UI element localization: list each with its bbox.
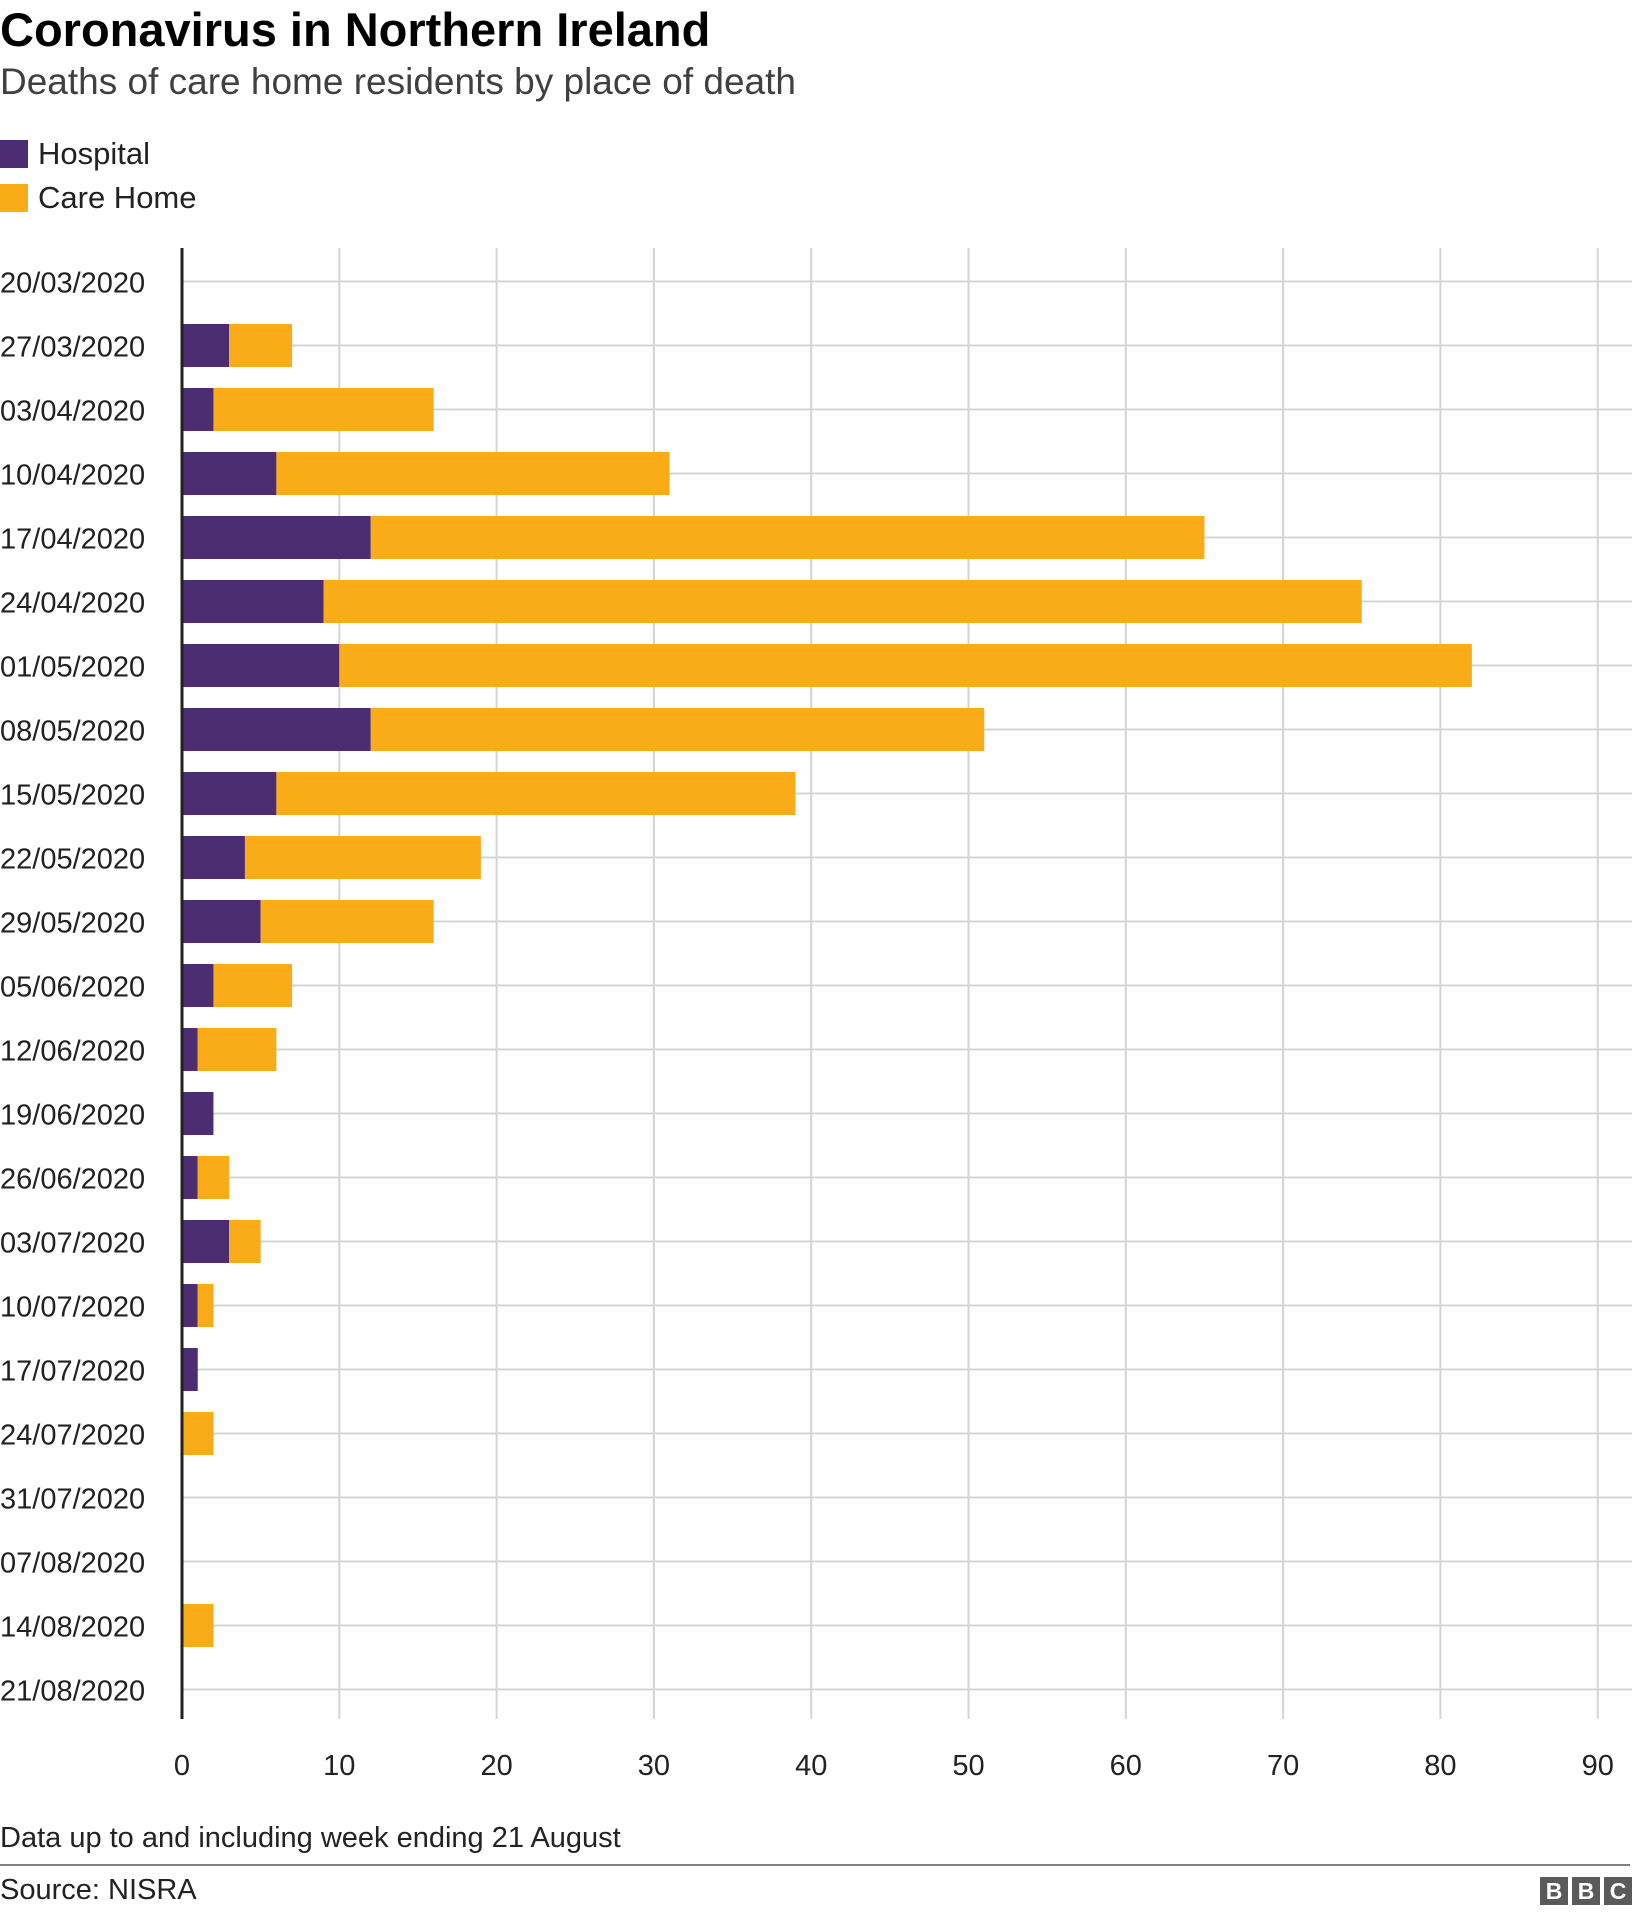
bar-hospital [182, 644, 340, 687]
y-tick-label: 08/05/2020 [0, 716, 145, 748]
x-tick-label: 90 [1582, 1750, 1614, 1782]
chart-source: Source: NISRA [0, 1874, 197, 1906]
x-tick-label: 10 [323, 1750, 355, 1782]
x-tick-label: 60 [1110, 1750, 1142, 1782]
bar-care-home [182, 1412, 214, 1455]
bbc-logo-letter: B [1540, 1877, 1568, 1905]
bar-hospital [182, 1092, 214, 1135]
bar-care-home [276, 772, 796, 815]
legend-label-care-home: Care Home [38, 180, 197, 215]
bar-care-home [197, 1028, 277, 1071]
x-tick-label: 50 [952, 1750, 984, 1782]
bbc-logo: B B C [1540, 1877, 1632, 1905]
bar-hospital [182, 772, 277, 815]
legend-label-hospital: Hospital [38, 136, 150, 171]
bar-care-home [182, 1604, 214, 1647]
y-tick-label: 17/04/2020 [0, 524, 145, 556]
y-tick-label: 12/06/2020 [0, 1036, 145, 1068]
y-tick-label: 14/08/2020 [0, 1612, 145, 1644]
x-tick-label: 80 [1424, 1750, 1456, 1782]
x-tick-label: 40 [795, 1750, 827, 1782]
x-tick-label: 0 [174, 1750, 190, 1782]
y-tick-label: 05/06/2020 [0, 972, 145, 1004]
y-tick-label: 20/03/2020 [0, 268, 145, 300]
bar-chart: 20/03/2020 27/03/2020 03/04/2020 10/04/2020… [0, 248, 1632, 1782]
y-tick-label: 31/07/2020 [0, 1484, 145, 1516]
x-tick-label: 70 [1267, 1750, 1299, 1782]
y-tick-label: 26/06/2020 [0, 1164, 145, 1196]
bar-care-home [339, 644, 1472, 687]
bar-hospital [182, 964, 214, 1007]
source-divider [0, 1864, 1630, 1866]
y-tick-label: 07/08/2020 [0, 1548, 145, 1580]
y-tick-label: 03/07/2020 [0, 1228, 145, 1260]
y-tick-label: 15/05/2020 [0, 780, 145, 812]
bar-hospital [182, 1220, 230, 1263]
y-tick-label: 10/04/2020 [0, 460, 145, 492]
bar-hospital [182, 580, 324, 623]
bbc-logo-letter: B [1572, 1877, 1600, 1905]
chart-subtitle: Deaths of care home residents by place o… [0, 61, 796, 102]
y-tick-label: 24/07/2020 [0, 1420, 145, 1452]
bar-hospital [182, 1348, 198, 1391]
bar-care-home [244, 836, 481, 879]
x-tick-label: 30 [638, 1750, 670, 1782]
legend-swatch-hospital [0, 140, 28, 168]
chart-title: Coronavirus in Northern Ireland [0, 3, 711, 56]
chart-legend: Hospital Care Home [0, 132, 197, 220]
legend-swatch-care-home [0, 184, 28, 212]
y-tick-label: 03/04/2020 [0, 396, 145, 428]
bar-hospital [182, 1156, 198, 1199]
bar-hospital [182, 836, 245, 879]
bar-hospital [182, 1284, 198, 1327]
y-tick-label: 10/07/2020 [0, 1292, 145, 1324]
bar-hospital [182, 388, 214, 431]
bar-care-home [213, 388, 434, 431]
x-tick-label: 20 [480, 1750, 512, 1782]
bar-care-home [213, 964, 293, 1007]
y-tick-label: 27/03/2020 [0, 332, 145, 364]
legend-item-care-home: Care Home [0, 176, 197, 220]
y-tick-label: 21/08/2020 [0, 1676, 145, 1708]
y-tick-label: 17/07/2020 [0, 1356, 145, 1388]
bar-care-home [370, 708, 985, 751]
y-tick-label: 01/05/2020 [0, 652, 145, 684]
bbc-logo-letter: C [1604, 1877, 1632, 1905]
bar-care-home [197, 1156, 230, 1199]
bar-hospital [182, 1028, 198, 1071]
bar-care-home [370, 516, 1205, 559]
y-tick-label: 19/06/2020 [0, 1100, 145, 1132]
bar-hospital [182, 900, 261, 943]
chart-footnote: Data up to and including week ending 21 … [0, 1822, 621, 1854]
bar-care-home [197, 1284, 214, 1327]
y-tick-label: 22/05/2020 [0, 844, 145, 876]
bar-hospital [182, 324, 230, 367]
y-tick-label: 29/05/2020 [0, 908, 145, 940]
legend-item-hospital: Hospital [0, 132, 197, 176]
bar-care-home [229, 1220, 261, 1263]
bar-care-home [229, 324, 293, 367]
bar-hospital [182, 452, 277, 495]
bar-care-home [260, 900, 434, 943]
bar-care-home [276, 452, 670, 495]
y-tick-label: 24/04/2020 [0, 588, 145, 620]
bar-hospital [182, 708, 371, 751]
bar-care-home [323, 580, 1362, 623]
bar-hospital [182, 516, 371, 559]
